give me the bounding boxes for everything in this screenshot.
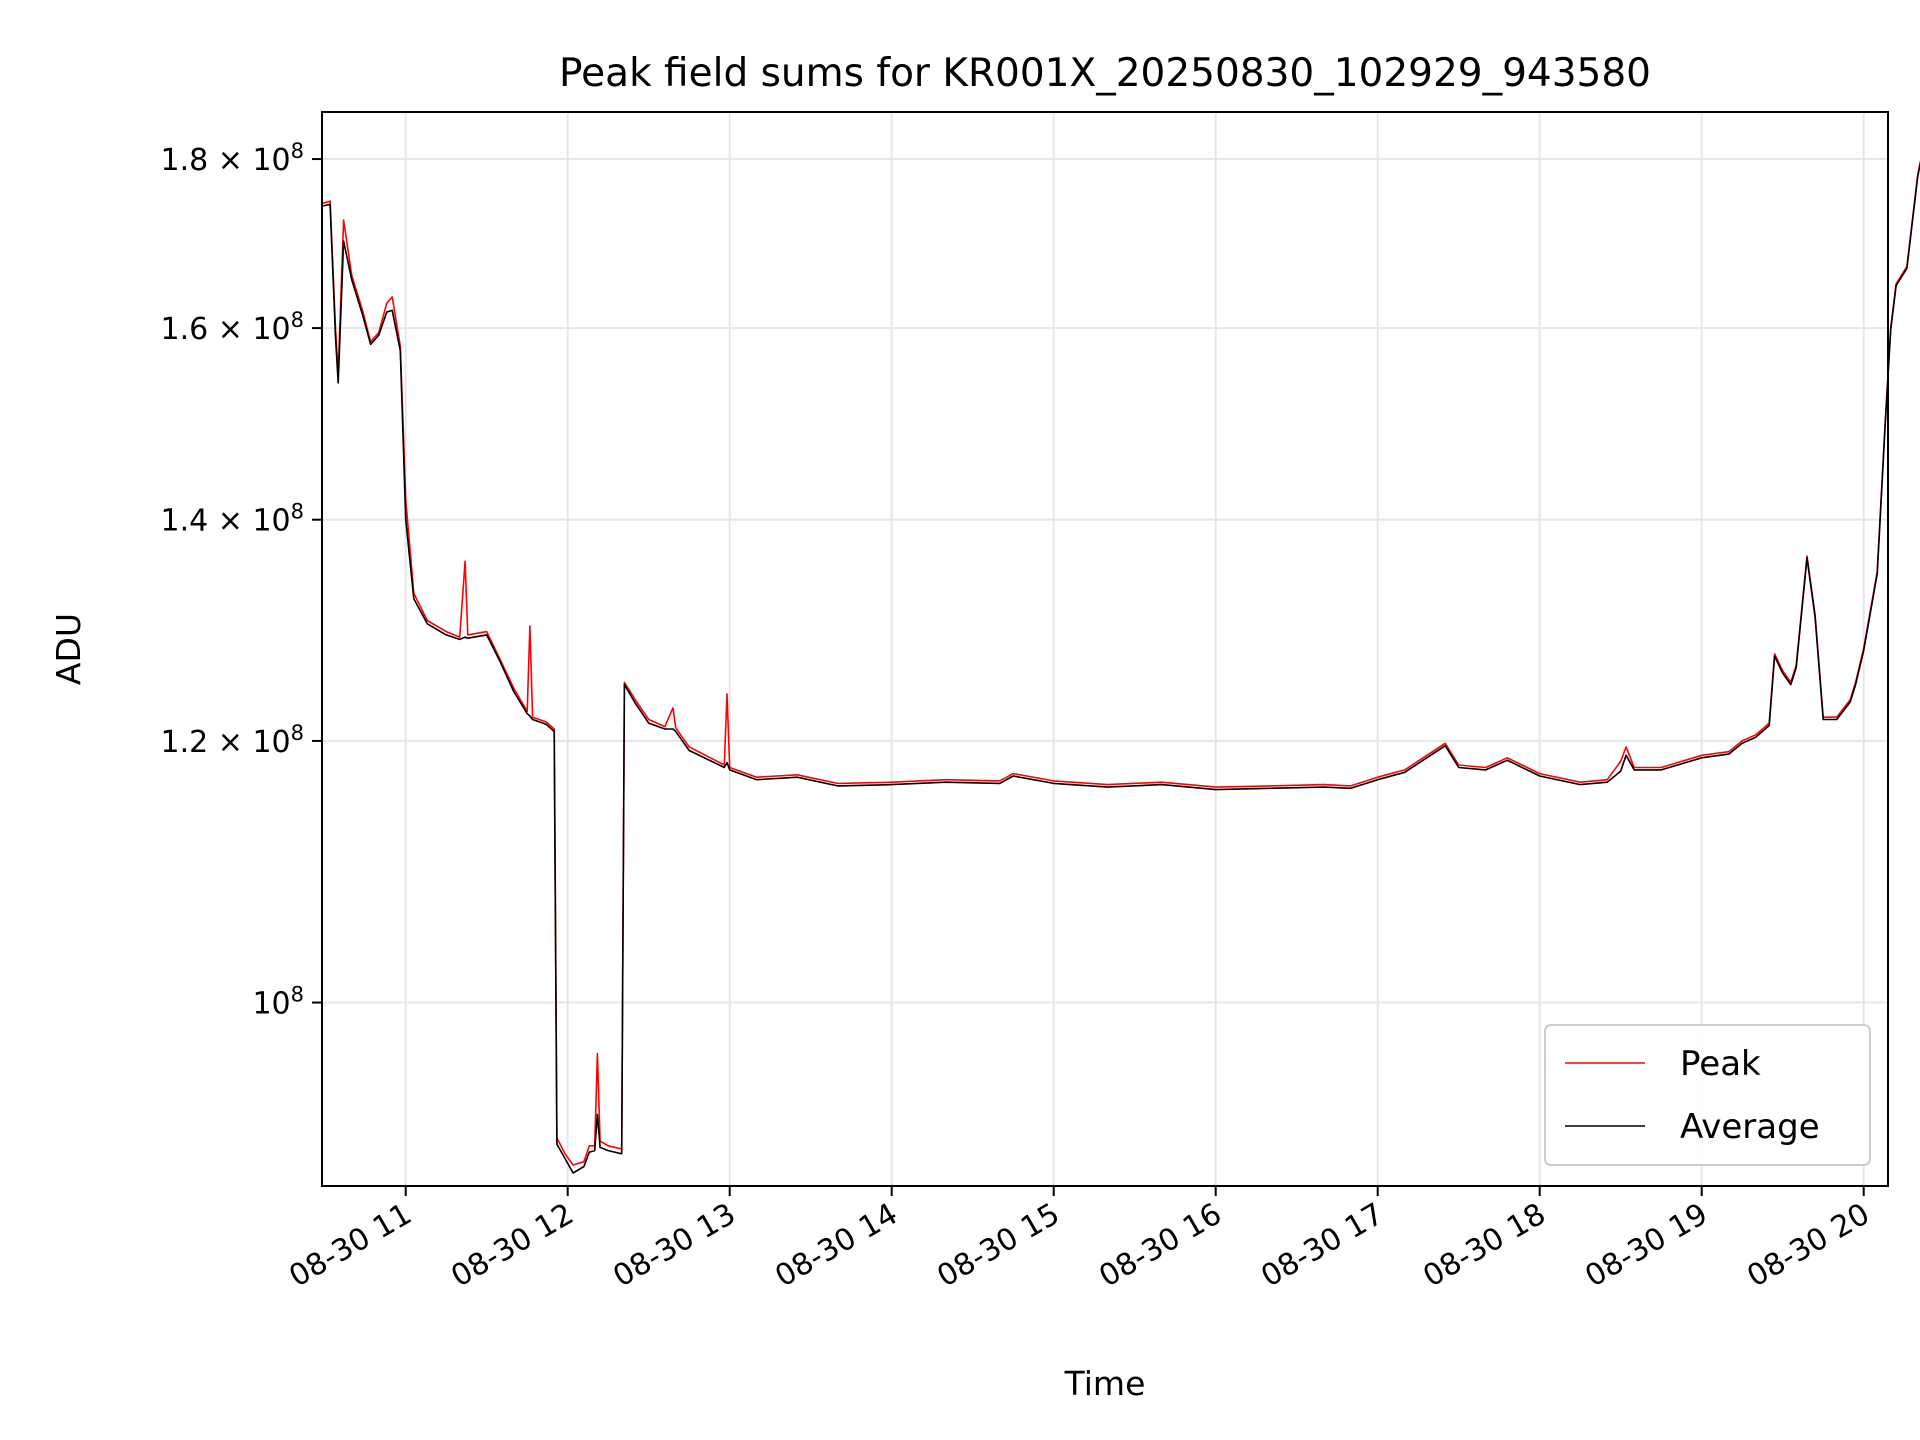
y-tick-label: 1.4 × 108 — [161, 500, 304, 539]
legend-label-average: Average — [1680, 1107, 1820, 1147]
legend: Peak Average — [1544, 1024, 1871, 1166]
grid-lines — [322, 112, 1888, 1186]
series-layer — [321, 159, 1920, 1174]
plot-frame — [321, 111, 1889, 1187]
y-tick-label: 1.8 × 108 — [161, 139, 304, 178]
chart-title: Peak field sums for KR001X_20250830_1029… — [559, 51, 1651, 96]
y-tick-label: 1.6 × 108 — [161, 308, 304, 347]
y-tick-label: 108 — [252, 983, 304, 1022]
x-axis-label: Time — [1064, 1364, 1146, 1403]
y-axis: 108 1.2 × 108 1.4 × 108 1.6 × 108 1.8 × 108 — [161, 139, 322, 1022]
y-tick-label: 1.2 × 108 — [161, 721, 304, 760]
legend-box — [1544, 1024, 1871, 1166]
legend-label-peak: Peak — [1680, 1044, 1761, 1084]
y-axis-label: ADU — [49, 613, 88, 685]
series-line-average — [321, 161, 1920, 1174]
